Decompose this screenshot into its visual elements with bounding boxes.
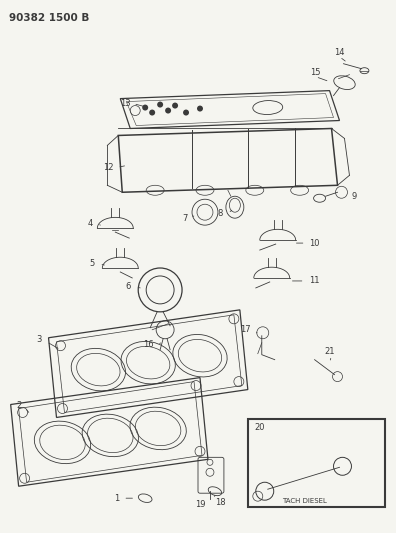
Text: 21: 21 <box>324 347 335 356</box>
Text: 3: 3 <box>36 335 41 344</box>
Text: 7: 7 <box>183 214 188 223</box>
Text: 11: 11 <box>309 277 320 286</box>
Text: 19: 19 <box>195 499 205 508</box>
Circle shape <box>172 102 178 109</box>
Text: 12: 12 <box>103 163 114 172</box>
Text: 6: 6 <box>126 282 131 292</box>
Text: 10: 10 <box>309 239 320 248</box>
Circle shape <box>165 108 171 114</box>
Text: 90382 1500 B: 90382 1500 B <box>9 13 89 23</box>
Text: 1: 1 <box>114 494 119 503</box>
Text: 20: 20 <box>255 423 265 432</box>
Text: 4: 4 <box>88 219 93 228</box>
Text: 17: 17 <box>240 325 251 334</box>
Text: 13: 13 <box>120 99 131 108</box>
Bar <box>248 419 385 507</box>
Circle shape <box>142 104 148 110</box>
Text: TACH DIESEL: TACH DIESEL <box>282 498 327 504</box>
Text: 8: 8 <box>217 209 223 217</box>
Circle shape <box>149 110 155 116</box>
Text: 18: 18 <box>215 498 225 507</box>
Text: 5: 5 <box>90 259 95 268</box>
Circle shape <box>197 106 203 111</box>
Circle shape <box>157 102 163 108</box>
Text: 9: 9 <box>352 192 357 201</box>
Circle shape <box>183 110 189 116</box>
Text: 16: 16 <box>143 340 154 349</box>
Text: 15: 15 <box>310 68 321 77</box>
Text: 2: 2 <box>16 401 21 410</box>
Text: 14: 14 <box>334 49 345 57</box>
